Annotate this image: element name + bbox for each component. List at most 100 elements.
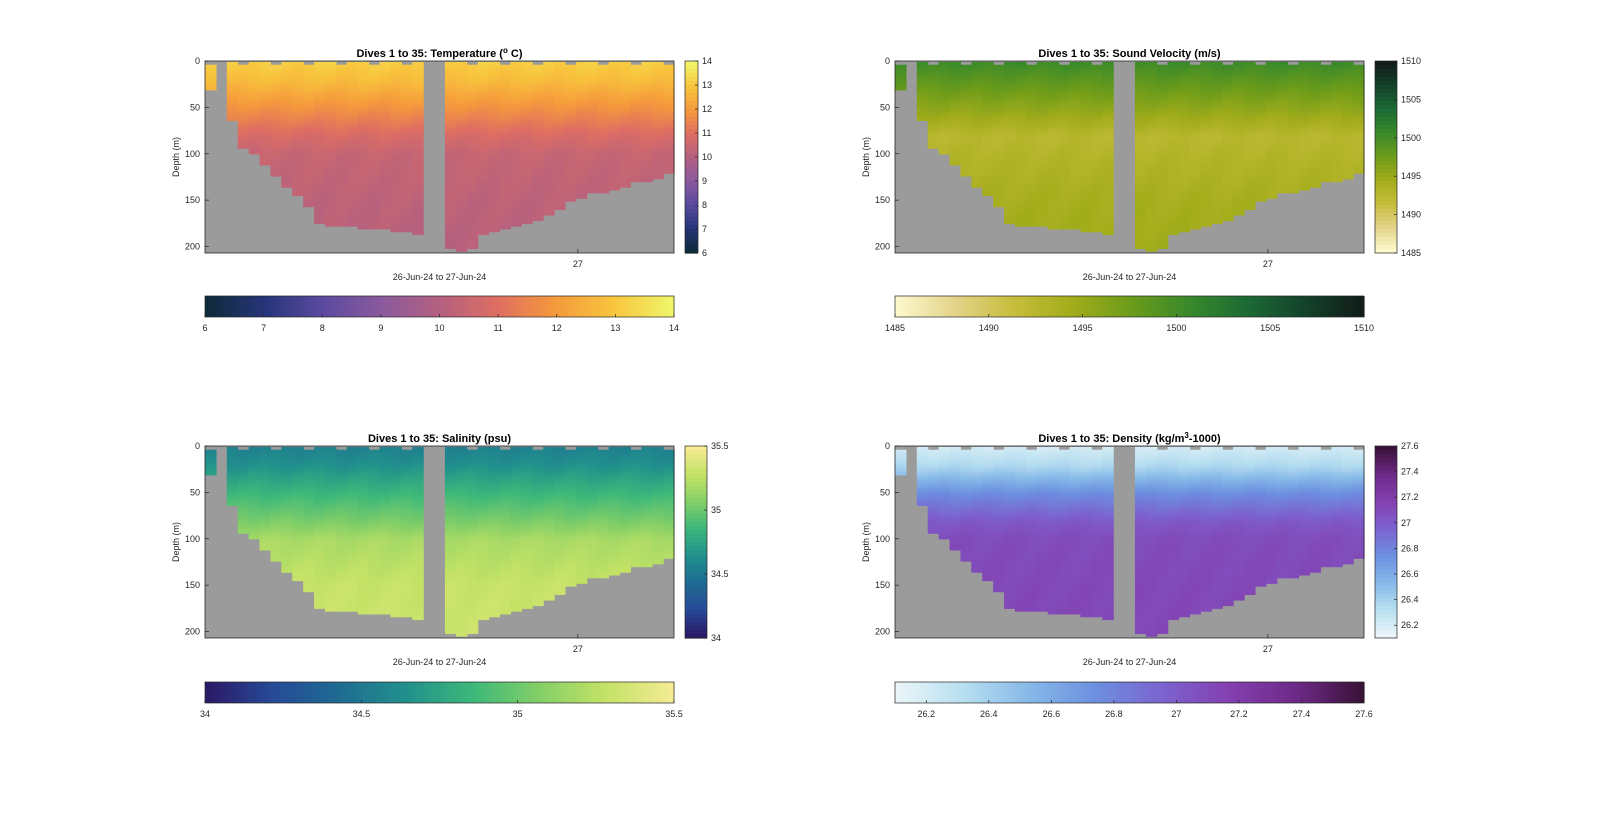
heatmap-cell <box>401 201 413 205</box>
heatmap-cell <box>652 137 664 141</box>
x-axis-label: 26-Jun-24 to 27-Jun-24 <box>1083 272 1177 282</box>
heatmap-cell <box>390 159 402 163</box>
heatmap-cell <box>949 78 962 82</box>
heatmap-cell <box>346 67 359 71</box>
heatmap-cell <box>1091 75 1103 80</box>
heatmap-cell <box>314 209 326 213</box>
heatmap-cell <box>1047 176 1060 180</box>
heatmap-cell <box>1287 167 1300 172</box>
colorbar-bottom-swatch <box>564 296 570 317</box>
heatmap-cell <box>532 164 544 169</box>
heatmap-cell <box>993 159 1005 163</box>
heatmap-cell <box>346 131 359 135</box>
heatmap-cell <box>205 86 217 91</box>
heatmap-cell <box>1189 92 1201 96</box>
heatmap-cell <box>554 201 566 205</box>
heatmap-cell <box>1244 159 1256 163</box>
heatmap-cell <box>314 173 326 177</box>
heatmap-cell <box>982 128 994 133</box>
colorbar-right-label: 12 <box>702 104 712 114</box>
heatmap-cell <box>1244 206 1256 210</box>
heatmap-cell <box>543 212 555 216</box>
heatmap-cell <box>1167 201 1180 205</box>
heatmap-cell <box>335 497 348 501</box>
heatmap-cell <box>521 64 533 69</box>
heatmap-cell <box>1211 203 1223 208</box>
colorbar-bottom-swatch <box>419 296 425 317</box>
heatmap-cell <box>1298 153 1311 158</box>
heatmap-cell <box>641 173 653 177</box>
heatmap-cell <box>281 458 293 462</box>
heatmap-cell <box>324 497 337 501</box>
heatmap-cell <box>270 109 282 113</box>
heatmap-cell <box>1287 176 1300 180</box>
colorbar-right-swatch <box>1375 177 1397 182</box>
heatmap-cell <box>248 463 261 467</box>
heatmap-cell <box>608 86 621 91</box>
heatmap-cell <box>1178 220 1191 224</box>
heatmap-cell <box>379 139 392 144</box>
heatmap-cell <box>1025 217 1038 222</box>
heatmap-cell <box>335 198 348 202</box>
heatmap-cell <box>993 167 1005 172</box>
colorbar-right-swatch <box>685 105 698 110</box>
heatmap-cell <box>1036 192 1049 197</box>
heatmap-cell <box>499 203 511 208</box>
heatmap-cell <box>292 81 304 85</box>
heatmap-cell <box>1134 173 1147 177</box>
heatmap-cell <box>1200 187 1212 191</box>
heatmap-cell <box>1309 150 1321 155</box>
heatmap-cell <box>630 70 642 74</box>
heatmap-cell <box>1298 98 1311 102</box>
heatmap-cell <box>1047 106 1060 110</box>
heatmap-cell <box>1200 86 1212 91</box>
heatmap-cell <box>477 139 490 144</box>
heatmap-cell <box>543 187 555 191</box>
heatmap-cell <box>444 142 457 146</box>
heatmap-cell <box>466 223 479 227</box>
heatmap-cell <box>1091 112 1103 116</box>
heatmap-cell <box>1004 170 1016 174</box>
heatmap-cell <box>608 142 621 146</box>
heatmap-cell <box>1189 159 1201 163</box>
heatmap-cell <box>292 460 304 465</box>
heatmap-cell <box>270 81 282 85</box>
heatmap-cell <box>1276 139 1289 144</box>
heatmap-cell <box>335 153 348 158</box>
colorbar-bottom-swatch <box>1121 296 1127 317</box>
heatmap-cell <box>1189 89 1201 94</box>
heatmap-cell <box>982 123 994 127</box>
heatmap-cell <box>259 530 272 534</box>
heatmap-cell <box>379 181 392 185</box>
heatmap-cell <box>1058 123 1071 127</box>
heatmap-cell <box>1211 189 1223 194</box>
heatmap-cell <box>1102 173 1114 177</box>
heatmap-cell <box>1211 123 1223 127</box>
heatmap-cell <box>1189 145 1201 149</box>
heatmap-cell <box>1265 120 1278 124</box>
heatmap-cell <box>1080 150 1092 155</box>
heatmap-cell <box>368 100 381 105</box>
heatmap-cell <box>455 209 468 213</box>
heatmap-cell <box>444 176 457 180</box>
heatmap-cell <box>314 206 326 210</box>
heatmap-cell <box>1342 100 1354 105</box>
heatmap-cell <box>575 159 588 163</box>
heatmap-cell <box>916 73 929 77</box>
heatmap-cell <box>554 181 566 185</box>
heatmap-cell <box>281 173 293 177</box>
heatmap-cell <box>444 73 457 77</box>
heatmap-cell <box>1091 214 1103 219</box>
heatmap-cell <box>1014 137 1027 141</box>
colorbar-right-swatch <box>685 169 698 174</box>
heatmap-cell <box>314 109 326 113</box>
heatmap-cell <box>281 159 293 163</box>
colorbar-bottom-swatch <box>1094 296 1099 317</box>
heatmap-cell <box>1233 176 1245 180</box>
heatmap-cell <box>1004 203 1016 208</box>
heatmap-cell <box>1287 134 1300 138</box>
heatmap-cell <box>281 75 293 80</box>
heatmap-cell <box>1047 201 1060 205</box>
heatmap-cell <box>1080 128 1092 133</box>
colorbar-right-swatch <box>685 161 698 166</box>
